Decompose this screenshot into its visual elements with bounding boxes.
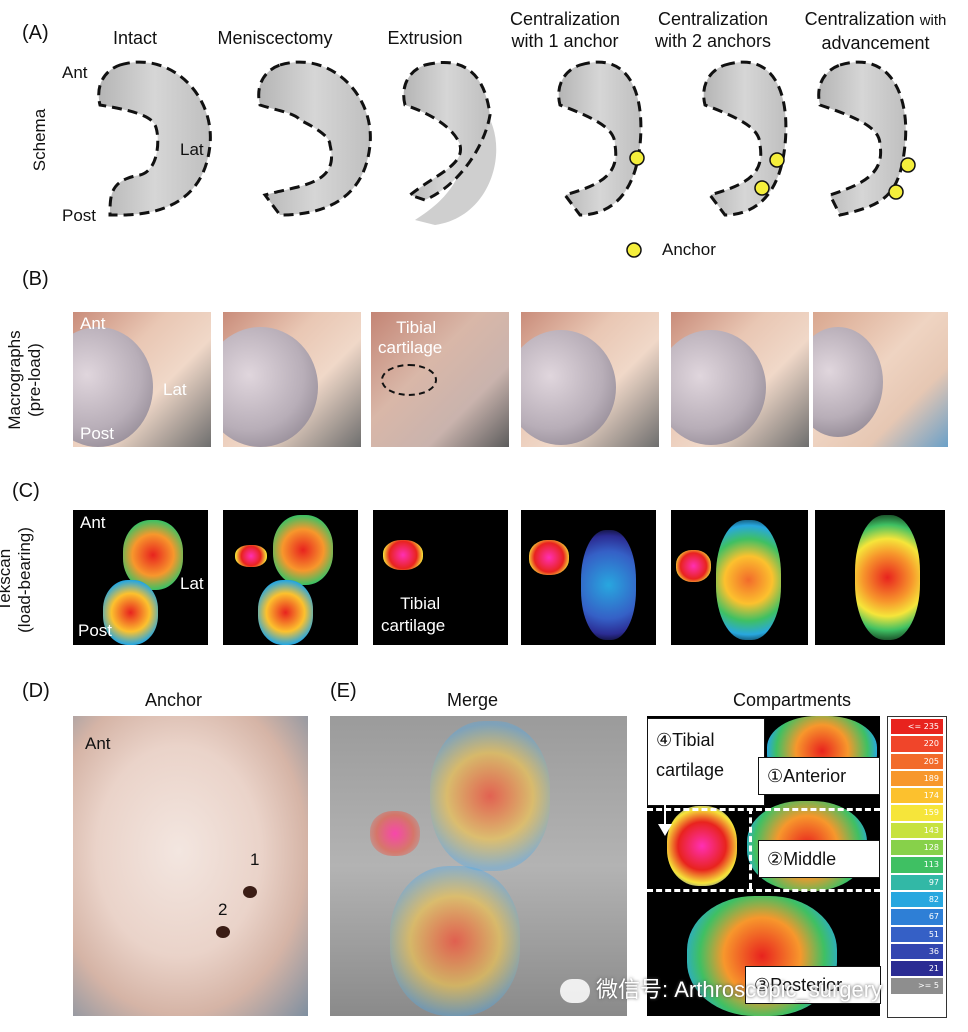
color-scale-entry: >= 5 (891, 978, 943, 994)
macro-label-post: Post (80, 424, 115, 443)
divider-vertical (749, 808, 752, 889)
divider-anterior-middle (647, 808, 880, 811)
color-scale-entry: 189 (891, 770, 943, 787)
anchor-icon (769, 152, 785, 168)
color-scale-entry: 51 (891, 926, 943, 942)
tek-label-post: Post (78, 621, 113, 640)
schema-label-post: Post (62, 206, 97, 225)
column-title-centralization-1: Centralization with 1 anchor (509, 9, 621, 51)
macro-label-ant: Ant (80, 314, 106, 333)
tekscan-centralization-advancement (815, 510, 945, 645)
macrograph-meniscectomy (223, 312, 361, 447)
color-scale-entries: <= 235 220 205 189 174 159 143 128 113 97 82 67 51 36… (888, 719, 946, 994)
color-scale-entry: 36 (891, 943, 943, 960)
tek-label-lat: Lat (180, 574, 204, 593)
row-label-tekscan: Tekscan (load-bearing) (0, 527, 34, 633)
tekscan-centralization-1 (521, 510, 656, 645)
label-middle: ②Middle (758, 840, 880, 878)
anchor-hole-2 (216, 926, 230, 938)
schema-intact (97, 60, 212, 217)
row-label-schema: Schema (30, 108, 49, 172)
panel-label-e: (E) (330, 680, 357, 702)
anchor-legend-icon (626, 242, 642, 258)
anchor-legend-label: Anchor (662, 240, 716, 259)
panel-label-a: (A) (22, 22, 49, 44)
macro-label-tibial-cartilage: Tibial cartilage (378, 318, 443, 357)
macrograph-extrusion (371, 312, 509, 447)
macrograph-centralization-advancement (813, 312, 948, 447)
color-scale-entry: 159 (891, 805, 943, 821)
schema-diagrams (97, 60, 916, 258)
column-title-meniscectomy: Meniscectomy (217, 28, 333, 48)
watermark: 微信号: Arthroscopic_surgery (560, 972, 882, 1004)
tibial-cartilage-outline (381, 364, 437, 396)
color-scale-entry: 113 (891, 857, 943, 873)
panel-label-b: (B) (22, 268, 49, 290)
macrograph-centralization-2 (671, 312, 809, 447)
panel-d-label-2: 2 (218, 900, 228, 919)
color-scale-entry: 220 (891, 736, 943, 752)
macrograph-intact (73, 312, 211, 447)
panel-d-title: Anchor (145, 690, 203, 710)
schema-label-ant: Ant (62, 63, 88, 82)
panel-e-compartments-title: Compartments (733, 690, 852, 710)
color-scale-entry: 21 (891, 961, 943, 977)
color-scale-entry: 174 (891, 788, 943, 804)
panel-d-label-1: 1 (250, 850, 260, 869)
panel-d-label-ant: Ant (85, 734, 111, 753)
tekscan-centralization-2 (671, 510, 808, 645)
label-tibial-cartilage: ④Tibial cartilage (647, 718, 765, 806)
panel-d-photo (73, 716, 308, 1016)
row-label-macrographs: Macrographs (pre-load) (5, 330, 44, 430)
schema-centralization-advancement (817, 60, 916, 217)
schema-centralization-1 (557, 60, 645, 217)
panel-e-merge-title: Merge (447, 690, 499, 710)
anchor-icon (900, 157, 916, 173)
anchor-icon (888, 184, 904, 200)
tekscan-meniscectomy (223, 510, 358, 645)
tek-label-tibial-cartilage: Tibial cartilage (381, 594, 446, 635)
color-scale-entry: 205 (891, 753, 943, 769)
label-anterior: ①Anterior (758, 757, 880, 795)
anchor-icon (629, 150, 645, 166)
tekscan-intact (73, 510, 208, 645)
column-title-extrusion: Extrusion (387, 28, 463, 48)
color-scale-entry: <= 235 (891, 719, 943, 735)
color-scale-entry: 82 (891, 891, 943, 908)
panel-label-d: (D) (22, 680, 50, 702)
arrow-down-icon (658, 798, 672, 836)
divider-middle-posterior (647, 889, 880, 892)
color-scale-entry: 143 (891, 822, 943, 839)
schema-extrusion (402, 60, 497, 225)
macro-label-lat: Lat (163, 380, 187, 399)
color-scale: <= 235 220 205 189 174 159 143 128 113 97 82 67 51 36… (887, 716, 947, 1018)
color-scale-entry: 128 (891, 840, 943, 856)
panel-label-c: (C) (12, 480, 40, 502)
column-title-centralization-advancement: Centralization with advancement (804, 9, 947, 53)
column-title-centralization-2: Centralization with 2 anchors (654, 9, 772, 51)
label-posterior: ③Posterior (745, 966, 881, 1004)
column-title-intact: Intact (112, 28, 158, 48)
schema-label-lat: Lat (180, 140, 204, 159)
schema-meniscectomy (257, 60, 372, 217)
schema-centralization-2 (702, 60, 788, 217)
tek-label-ant: Ant (80, 513, 106, 532)
tekscan-extrusion (373, 510, 508, 645)
color-scale-entry: 97 (891, 874, 943, 890)
anchor-icon (754, 180, 770, 196)
wechat-icon (560, 979, 590, 1004)
merge-image (330, 716, 627, 1016)
color-scale-entry: 67 (891, 909, 943, 925)
macrograph-centralization-1 (521, 312, 659, 447)
anchor-hole-1 (243, 886, 257, 898)
